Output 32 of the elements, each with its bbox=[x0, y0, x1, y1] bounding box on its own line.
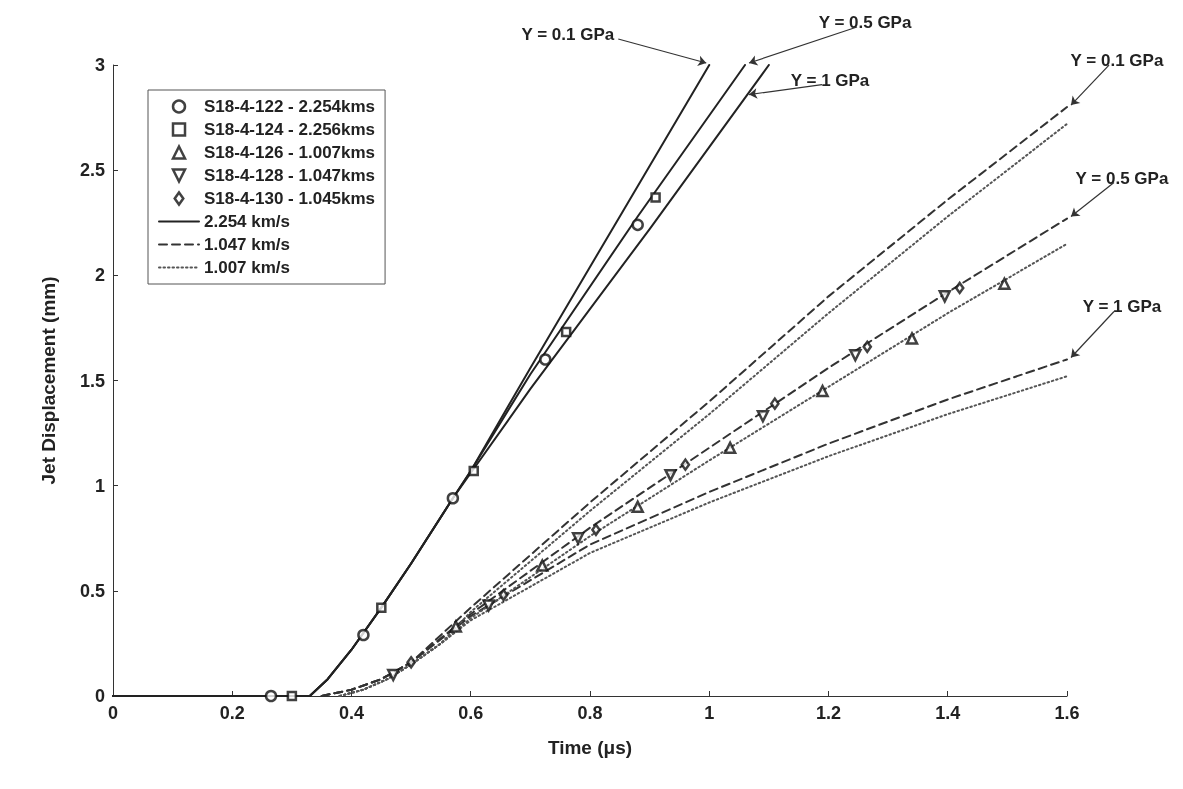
annotation: Y = 0.5 GPa bbox=[818, 13, 912, 32]
x-tick-label: 1.6 bbox=[1054, 703, 1080, 723]
x-tick-label: 0.6 bbox=[458, 703, 484, 723]
x-axis-title: Time (μs) bbox=[547, 737, 633, 758]
annotation: Y = 0.5 GPa bbox=[1075, 168, 1169, 188]
x-tick-label: 0.2 bbox=[219, 703, 245, 723]
legend-label: 1.047 km/s bbox=[204, 235, 291, 254]
x-tick-label: 1.2 bbox=[815, 703, 842, 723]
x-tick-label: 0.8 bbox=[577, 703, 603, 723]
y-tick-label: 1.5 bbox=[79, 370, 105, 391]
x-tick-label: 1 bbox=[704, 703, 715, 723]
legend-label: 2.254 km/s bbox=[204, 212, 291, 231]
x-tick-label: 0 bbox=[107, 703, 119, 723]
legend-label: S18-4-122 - 2.254kms bbox=[204, 97, 376, 116]
y-tick-label: 0.5 bbox=[79, 580, 105, 601]
y-tick-label: 2.5 bbox=[79, 160, 105, 181]
x-tick-label: 1.4 bbox=[935, 703, 961, 723]
annotation: Y = 1 GPa bbox=[790, 70, 870, 90]
y-tick-label: 3 bbox=[94, 55, 105, 75]
annotation: Y = 0.1 GPa bbox=[521, 25, 615, 44]
y-tick-label: 2 bbox=[94, 265, 105, 286]
legend-label: 1.007 km/s bbox=[204, 258, 291, 277]
annotation: Y = 0.1 GPa bbox=[1070, 51, 1164, 71]
y-tick-label: 1 bbox=[94, 475, 105, 496]
annotation: Y = 1 GPa bbox=[1082, 297, 1162, 317]
legend-label: S18-4-128 - 1.047kms bbox=[204, 166, 376, 185]
legend-label: S18-4-126 - 1.007kms bbox=[204, 143, 376, 162]
y-tick-label: 0 bbox=[94, 686, 105, 706]
legend-label: S18-4-124 - 2.256kms bbox=[204, 120, 376, 139]
x-tick-label: 0.4 bbox=[338, 703, 365, 723]
y-axis-title: Jet Displacement (mm) bbox=[38, 276, 59, 485]
legend-label: S18-4-130 - 1.045kms bbox=[204, 189, 376, 208]
